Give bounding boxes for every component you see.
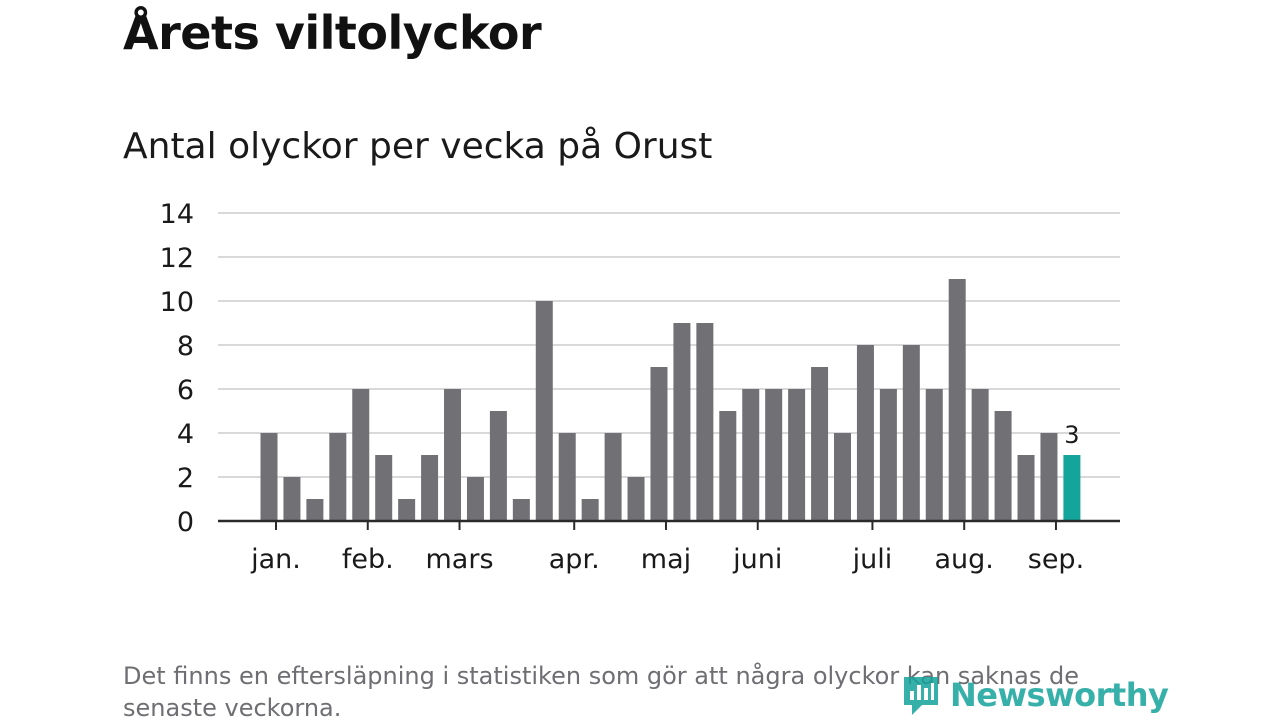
bar bbox=[581, 499, 599, 521]
bar bbox=[971, 389, 989, 521]
y-tick-label: 0 bbox=[177, 507, 194, 538]
bar bbox=[283, 477, 301, 521]
highlight-value-label: 3 bbox=[1064, 421, 1079, 449]
y-tick-label: 8 bbox=[177, 331, 194, 362]
bar bbox=[696, 323, 714, 521]
x-tick-label: aug. bbox=[935, 544, 994, 575]
x-tick-label: apr. bbox=[549, 544, 600, 575]
bar bbox=[811, 367, 829, 521]
bar bbox=[1017, 455, 1035, 521]
y-axis-ticks: 0 2 4 6 8 10 12 14 bbox=[160, 199, 194, 538]
brand-logo[interactable]: Newsworthy bbox=[900, 670, 1169, 720]
bar bbox=[902, 345, 920, 521]
bar bbox=[306, 499, 324, 521]
x-tick-label: jan. bbox=[250, 544, 301, 575]
bar bbox=[558, 433, 576, 521]
y-tick-label: 14 bbox=[160, 199, 194, 230]
y-tick-label: 6 bbox=[177, 375, 194, 406]
bar bbox=[719, 411, 737, 521]
bar bbox=[673, 323, 691, 521]
bar bbox=[329, 433, 347, 521]
bar bbox=[742, 389, 760, 521]
y-tick-label: 10 bbox=[160, 287, 194, 318]
bar bbox=[444, 389, 462, 521]
x-tick-label: sep. bbox=[1028, 544, 1084, 575]
bar bbox=[627, 477, 645, 521]
bar bbox=[535, 301, 553, 521]
bar-highlight bbox=[1063, 455, 1081, 521]
x-tick-label: feb. bbox=[342, 544, 394, 575]
bar bbox=[604, 433, 622, 521]
bar bbox=[352, 389, 370, 521]
bar bbox=[260, 433, 278, 521]
bar bbox=[925, 389, 943, 521]
x-tick-label: maj bbox=[641, 544, 691, 575]
brand-name: Newsworthy bbox=[950, 676, 1169, 714]
y-tick-label: 2 bbox=[177, 463, 194, 494]
chart-subtitle: Antal olyckor per vecka på Orust bbox=[123, 126, 713, 167]
y-tick-label: 4 bbox=[177, 419, 194, 450]
y-tick-label: 12 bbox=[160, 243, 194, 274]
data-labels: 3 bbox=[1064, 421, 1079, 449]
bar bbox=[650, 367, 668, 521]
bar bbox=[856, 345, 874, 521]
bar bbox=[421, 455, 439, 521]
bar bbox=[879, 389, 897, 521]
newsworthy-logo-icon bbox=[904, 677, 938, 715]
chart-title: Årets viltolyckor bbox=[123, 6, 542, 60]
bar bbox=[1040, 433, 1058, 521]
bar bbox=[375, 455, 393, 521]
bar bbox=[489, 411, 507, 521]
bar bbox=[948, 279, 966, 521]
x-tick-label: mars bbox=[426, 544, 494, 575]
bar bbox=[994, 411, 1012, 521]
x-axis-ticks: jan. feb. mars apr. maj juni juli aug. sep. bbox=[250, 521, 1084, 575]
bars-layer bbox=[260, 279, 1081, 521]
bar bbox=[834, 433, 851, 521]
bar bbox=[466, 477, 484, 521]
bar bbox=[788, 389, 806, 521]
footnote: Det finns en eftersläpning i statistiken… bbox=[123, 662, 1079, 722]
x-tick-label: juli bbox=[852, 544, 893, 575]
bar bbox=[512, 499, 530, 521]
x-tick-label: juni bbox=[732, 544, 782, 575]
bar bbox=[398, 499, 416, 521]
bar bbox=[765, 389, 783, 521]
